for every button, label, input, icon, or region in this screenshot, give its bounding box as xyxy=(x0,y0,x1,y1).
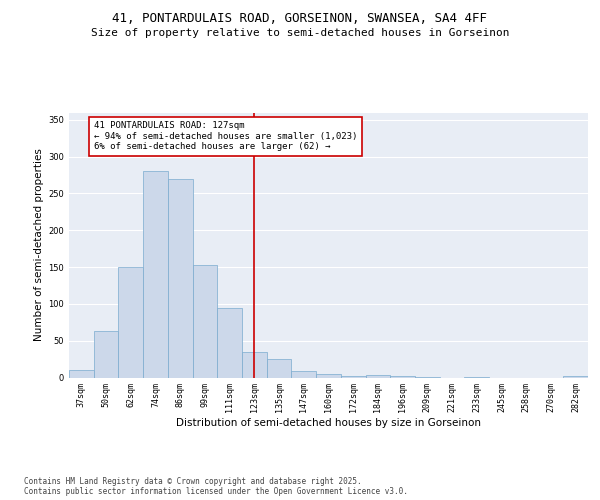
Bar xyxy=(365,374,390,378)
Bar xyxy=(168,179,193,378)
Bar xyxy=(390,376,415,378)
Bar xyxy=(415,377,440,378)
Bar xyxy=(94,331,118,378)
Text: 41, PONTARDULAIS ROAD, GORSEINON, SWANSEA, SA4 4FF: 41, PONTARDULAIS ROAD, GORSEINON, SWANSE… xyxy=(113,12,487,26)
Bar xyxy=(563,376,588,378)
Bar xyxy=(193,265,217,378)
Bar xyxy=(464,377,489,378)
Text: Contains public sector information licensed under the Open Government Licence v3: Contains public sector information licen… xyxy=(24,487,408,496)
Bar xyxy=(341,376,365,378)
Text: 41 PONTARDULAIS ROAD: 127sqm
← 94% of semi-detached houses are smaller (1,023)
6: 41 PONTARDULAIS ROAD: 127sqm ← 94% of se… xyxy=(94,122,357,151)
X-axis label: Distribution of semi-detached houses by size in Gorseinon: Distribution of semi-detached houses by … xyxy=(176,418,481,428)
Bar xyxy=(316,374,341,378)
Bar xyxy=(217,308,242,378)
Text: Size of property relative to semi-detached houses in Gorseinon: Size of property relative to semi-detach… xyxy=(91,28,509,38)
Bar xyxy=(69,370,94,378)
Bar xyxy=(292,371,316,378)
Bar xyxy=(242,352,267,378)
Y-axis label: Number of semi-detached properties: Number of semi-detached properties xyxy=(34,148,44,342)
Text: Contains HM Land Registry data © Crown copyright and database right 2025.: Contains HM Land Registry data © Crown c… xyxy=(24,477,362,486)
Bar xyxy=(267,359,292,378)
Bar xyxy=(143,172,168,378)
Bar xyxy=(118,267,143,378)
